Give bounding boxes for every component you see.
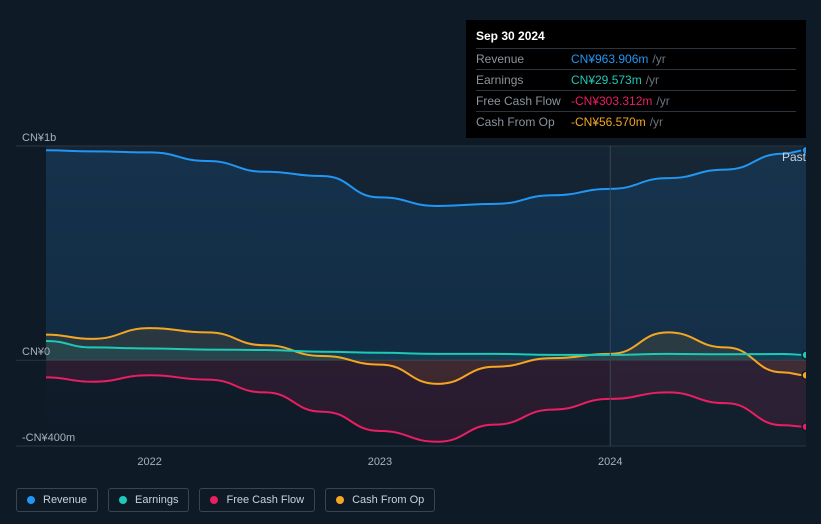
y-axis-label: -CN¥400m	[22, 432, 75, 444]
x-axis-label: 2023	[368, 456, 392, 468]
tooltip-row-suffix: /yr	[652, 52, 665, 66]
legend-item-revenue[interactable]: Revenue	[16, 488, 98, 512]
legend-dot-icon	[336, 496, 344, 504]
legend-dot-icon	[210, 496, 218, 504]
past-label: Past	[782, 150, 806, 164]
chart-tooltip: Sep 30 2024 RevenueCN¥963.906m/yrEarning…	[466, 20, 806, 138]
legend-dot-icon	[119, 496, 127, 504]
tooltip-row: RevenueCN¥963.906m/yr	[476, 48, 796, 69]
legend-label: Earnings	[135, 494, 178, 506]
x-axis-label: 2022	[137, 456, 161, 468]
tooltip-row-label: Cash From Op	[476, 115, 571, 129]
tooltip-row-value: CN¥29.573m	[571, 73, 642, 87]
y-axis-label: CN¥1b	[22, 132, 56, 144]
legend-item-free-cash-flow[interactable]: Free Cash Flow	[199, 488, 315, 512]
tooltip-row-label: Free Cash Flow	[476, 94, 571, 108]
tooltip-row-label: Revenue	[476, 52, 571, 66]
legend-label: Cash From Op	[352, 494, 424, 506]
legend-item-cash-from-op[interactable]: Cash From Op	[325, 488, 435, 512]
legend-label: Revenue	[43, 494, 87, 506]
tooltip-row-label: Earnings	[476, 73, 571, 87]
y-axis-label: CN¥0	[22, 346, 50, 358]
legend-item-earnings[interactable]: Earnings	[108, 488, 189, 512]
financials-chart: Past CN¥1b CN¥0 -CN¥400m 2022 2023 2024	[16, 120, 806, 470]
tooltip-row-value: CN¥963.906m	[571, 52, 648, 66]
tooltip-row-suffix: /yr	[646, 73, 659, 87]
tooltip-row-suffix: /yr	[650, 115, 663, 129]
x-axis-label: 2024	[598, 456, 622, 468]
legend-label: Free Cash Flow	[226, 494, 304, 506]
tooltip-row: EarningsCN¥29.573m/yr	[476, 69, 796, 90]
tooltip-row: Cash From Op-CN¥56.570m/yr	[476, 111, 796, 132]
tooltip-row-suffix: /yr	[656, 94, 669, 108]
tooltip-row-value: -CN¥303.312m	[571, 94, 652, 108]
chart-legend: Revenue Earnings Free Cash Flow Cash From O…	[16, 488, 435, 512]
tooltip-date: Sep 30 2024	[476, 26, 796, 48]
tooltip-row-value: -CN¥56.570m	[571, 115, 646, 129]
legend-dot-icon	[27, 496, 35, 504]
tooltip-row: Free Cash Flow-CN¥303.312m/yr	[476, 90, 796, 111]
